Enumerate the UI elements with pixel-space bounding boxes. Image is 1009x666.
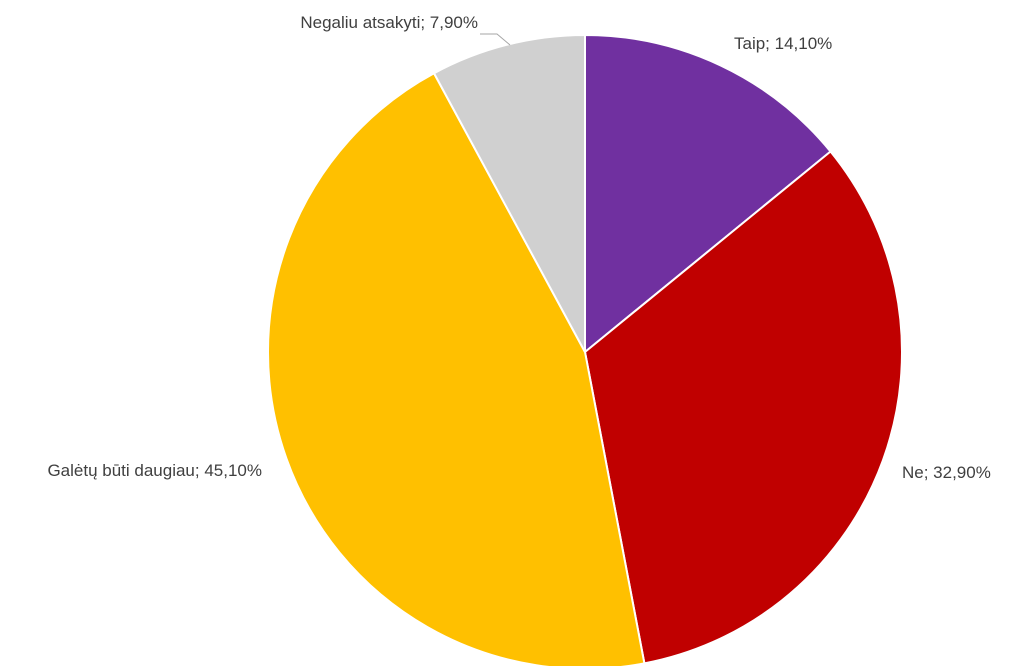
data-label-3: Negaliu atsakyti; 7,90%: [300, 13, 478, 32]
pie-slices: [266, 33, 903, 666]
pie-slice-1: [583, 150, 903, 665]
data-label-0: Taip; 14,10%: [734, 34, 832, 53]
leader-line-3: [480, 33, 511, 46]
pie-slice-2: [266, 71, 646, 666]
data-labels: Taip; 14,10% Ne; 32,90% Galėtų būti daugia…: [47, 13, 990, 482]
pie-slice-0: [584, 33, 832, 355]
leader-lines: [480, 33, 511, 46]
data-label-2: Galėtų būti daugiau; 45,10%: [47, 461, 262, 480]
pie-slice-3: [432, 33, 586, 353]
data-label-1: Ne; 32,90%: [902, 463, 991, 482]
